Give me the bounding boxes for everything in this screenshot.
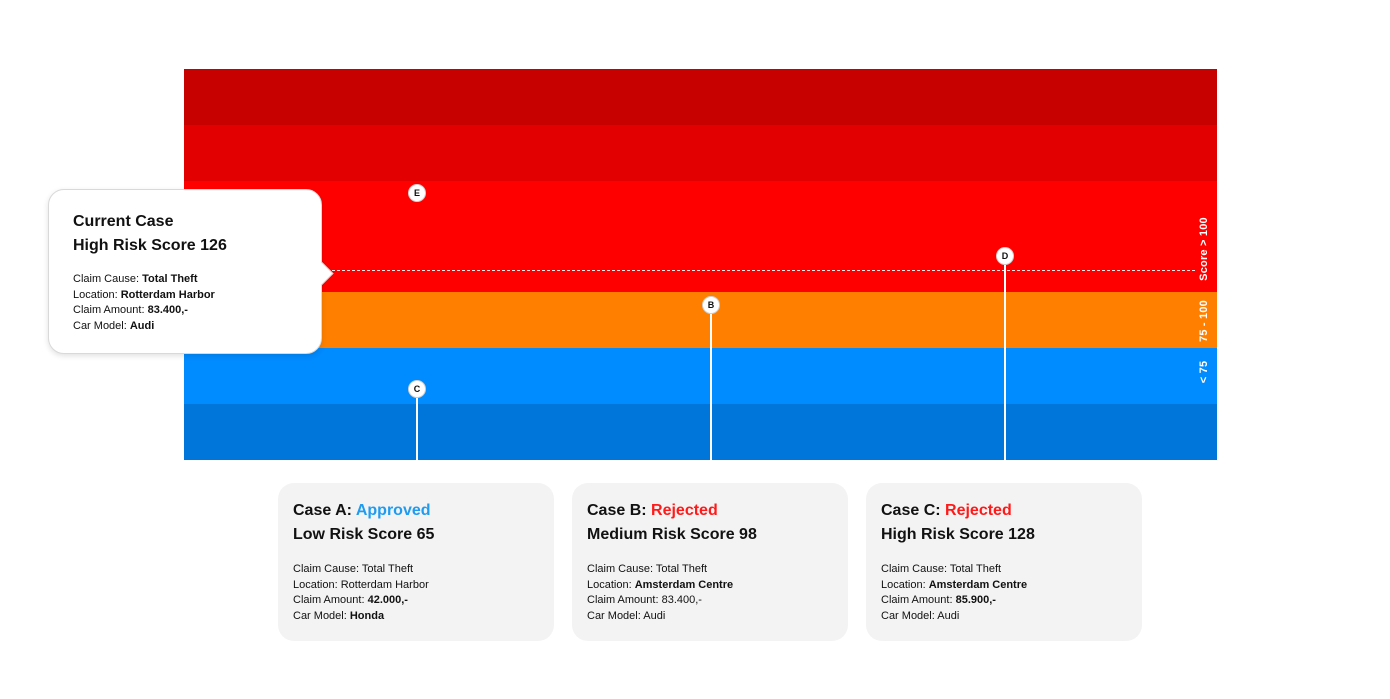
connector-line-c [416,398,418,484]
marker-e[interactable]: E [408,184,426,202]
detail-row: Location: Amsterdam Centre [587,578,734,591]
case-c-details: Claim Cause: Total Theft Location: Amste… [881,562,1127,624]
case-a-score: Low Risk Score 65 [293,526,435,543]
current-case-card: Current Case High Risk Score 126 Claim C… [48,189,334,354]
detail-row: Claim Cause: Total Theft [881,563,1002,575]
case-c-status: Rejected [945,502,1012,519]
detail-row: Location: Amsterdam Centre [881,578,1028,591]
current-case-details: Claim Cause: Total Theft Location: Rotte… [73,272,297,334]
marker-b[interactable]: B [702,296,720,314]
connector-line-b [710,314,712,484]
detail-row: Car Model: Audi [881,609,960,622]
risk-band-medium [184,292,1217,348]
detail-row: Claim Cause: Total Theft [293,563,414,575]
current-case-title: Current Case [73,213,174,230]
current-case-score-line [322,270,1195,271]
scale-label-medium: 75 - 100 [1198,300,1210,342]
case-a-details: Claim Cause: Total Theft Location: Rotte… [293,562,539,624]
detail-row: Claim Amount: 42.000,- [293,594,408,606]
detail-row: Location: Rotterdam Harbor [293,578,429,591]
case-a-card: Case A: Approved Low Risk Score 65 Claim… [278,483,554,641]
case-c-title: Case C: Rejected [881,502,1012,519]
detail-row: Claim Amount: 85.900,- [881,594,996,606]
connector-line-d [1004,265,1006,484]
detail-row: Claim Cause: Total Theft [587,563,708,575]
detail-row: Car Model: Honda [293,609,385,622]
marker-d[interactable]: D [996,247,1014,265]
current-case-score: High Risk Score 126 [73,237,227,254]
scale-label-low: < 75 [1198,360,1210,384]
risk-band-low-dark [184,404,1217,460]
case-c-card: Case C: Rejected High Risk Score 128 Cla… [866,483,1142,641]
detail-row: Claim Cause: Total Theft [73,273,198,285]
scale-label-high: Score > 100 [1198,217,1210,281]
risk-band-high-mid [184,125,1217,181]
detail-row: Location: Rotterdam Harbor [73,288,215,301]
risk-band-low [184,348,1217,404]
case-b-status: Rejected [651,502,718,519]
case-b-score: Medium Risk Score 98 [587,526,757,543]
detail-row: Car Model: Audi [587,609,666,622]
case-b-details: Claim Cause: Total Theft Location: Amste… [587,562,833,624]
marker-c[interactable]: C [408,380,426,398]
case-b-card: Case B: Rejected Medium Risk Score 98 Cl… [572,483,848,641]
case-b-title: Case B: Rejected [587,502,718,519]
detail-row: Claim Amount: 83.400,- [587,594,702,606]
case-a-title: Case A: Approved [293,502,431,519]
detail-row: Car Model: Audi [73,319,155,332]
case-a-status: Approved [355,502,431,519]
detail-row: Claim Amount: 83.400,- [73,304,188,316]
risk-band-high [184,181,1217,292]
case-c-score: High Risk Score 128 [881,526,1035,543]
risk-band-high-dark [184,69,1217,125]
